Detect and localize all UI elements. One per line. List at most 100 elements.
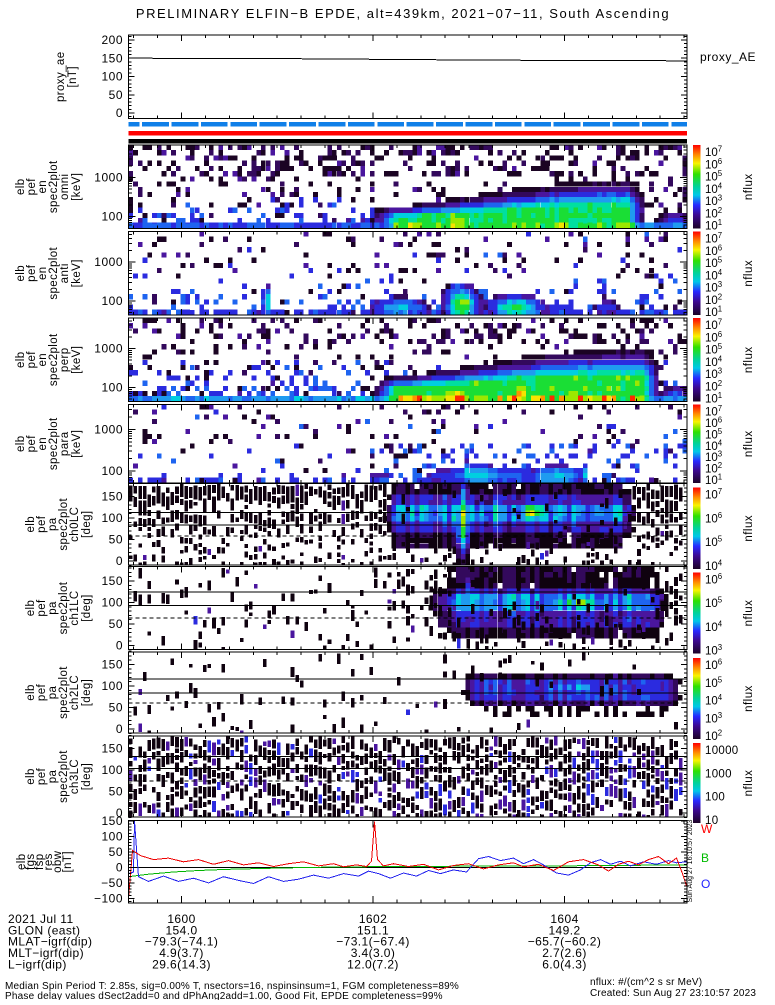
svg-text:spec2plot: spec2plot <box>48 333 60 386</box>
svg-text:elb: elb <box>15 265 27 282</box>
svg-text:50: 50 <box>109 845 123 859</box>
svg-text:ch0LC: ch0LC <box>69 507 81 542</box>
svg-text:100: 100 <box>101 294 123 308</box>
svg-text:perp: perp <box>59 347 71 372</box>
svg-text:[keV]: [keV] <box>71 259 83 287</box>
svg-text:spec2plot: spec2plot <box>58 497 70 550</box>
svg-text:151.1: 151.1 <box>357 924 389 938</box>
svg-text:[keV]: [keV] <box>71 430 83 458</box>
svg-text:nflux: nflux <box>743 430 755 457</box>
svg-text:pef: pef <box>36 599 48 617</box>
svg-text:en: en <box>37 180 49 194</box>
svg-text:MLT−igrf(dip): MLT−igrf(dip) <box>8 946 84 960</box>
svg-text:0: 0 <box>116 860 123 874</box>
svg-text:spec2plot: spec2plot <box>48 246 60 299</box>
svg-text:PRELIMINARY ELFIN−B EPDE, alt=: PRELIMINARY ELFIN−B EPDE, alt=439km, 202… <box>136 6 670 21</box>
svg-text:nflux: nflux <box>743 173 755 200</box>
svg-text:1000: 1000 <box>705 768 732 780</box>
svg-text:1000: 1000 <box>94 342 123 356</box>
svg-text:−65.7(−60.2): −65.7(−60.2) <box>528 935 602 949</box>
svg-text:nflux: nflux <box>743 685 755 712</box>
svg-text:res: res <box>43 853 55 870</box>
svg-text:0: 0 <box>116 639 123 653</box>
svg-text:en: en <box>37 353 49 367</box>
svg-text:−100: −100 <box>94 891 123 905</box>
svg-text:pef: pef <box>26 435 38 453</box>
svg-text:elb: elb <box>25 684 37 701</box>
svg-text:100: 100 <box>101 511 123 525</box>
svg-text:1000: 1000 <box>94 171 123 185</box>
svg-text:en: en <box>37 266 49 280</box>
svg-text:elb: elb <box>16 853 28 870</box>
svg-text:−73.1(−67.4): −73.1(−67.4) <box>336 935 410 949</box>
svg-text:nflux: nflux <box>743 515 755 542</box>
svg-text:100: 100 <box>101 829 123 843</box>
svg-text:pef: pef <box>36 768 48 786</box>
svg-text:1602: 1602 <box>359 912 387 926</box>
svg-text:spec2plot: spec2plot <box>48 417 60 470</box>
svg-text:50: 50 <box>109 617 123 631</box>
svg-text:0: 0 <box>116 806 123 820</box>
svg-text:anti: anti <box>59 263 71 283</box>
svg-text:pef: pef <box>36 515 48 533</box>
svg-text:pa: pa <box>47 517 59 531</box>
svg-text:fgs: fgs <box>25 853 37 870</box>
svg-text:200: 200 <box>101 33 123 47</box>
svg-text:nflux: nflux <box>743 770 755 797</box>
svg-text:[nT]: [nT] <box>62 851 74 872</box>
svg-text:W: W <box>701 822 713 836</box>
svg-text:omni: omni <box>59 173 71 200</box>
svg-text:−79.3(−74.1): −79.3(−74.1) <box>145 935 219 949</box>
svg-text:elb: elb <box>25 600 37 617</box>
svg-text:proxy_AE: proxy_AE <box>700 50 756 64</box>
svg-text:[nT]: [nT] <box>67 66 79 87</box>
svg-text:ch3LC: ch3LC <box>69 759 81 794</box>
svg-text:100: 100 <box>101 464 123 478</box>
svg-text:150: 150 <box>101 658 123 672</box>
svg-text:en: en <box>37 437 49 451</box>
svg-text:proxy_ae: proxy_ae <box>55 51 67 102</box>
svg-text:pef: pef <box>36 684 48 702</box>
svg-text:150: 150 <box>101 574 123 588</box>
svg-text:1600: 1600 <box>167 912 195 926</box>
svg-text:Sun Aug 27 16:10:57 2023: Sun Aug 27 16:10:57 2023 <box>687 819 694 902</box>
svg-text:Median Spin Period T: 2.85s, s: Median Spin Period T: 2.85s, sig=0.00% T… <box>5 981 459 992</box>
svg-text:pef: pef <box>26 351 38 369</box>
svg-text:pa: pa <box>47 601 59 615</box>
svg-text:nflux: #/(cm^2 s sr MeV): nflux: #/(cm^2 s sr MeV) <box>590 977 702 988</box>
svg-text:150: 150 <box>101 742 123 756</box>
svg-text:[keV]: [keV] <box>71 346 83 374</box>
svg-text:10: 10 <box>705 815 718 827</box>
svg-text:−50: −50 <box>101 876 123 890</box>
svg-text:nflux: nflux <box>743 600 755 627</box>
svg-text:fsp: fsp <box>34 853 46 870</box>
svg-text:100: 100 <box>101 596 123 610</box>
svg-text:4.9(3.7): 4.9(3.7) <box>159 946 204 960</box>
svg-text:ch2LC: ch2LC <box>69 675 81 710</box>
svg-text:pa: pa <box>47 770 59 784</box>
svg-text:1000: 1000 <box>94 423 123 437</box>
svg-text:spec2plot: spec2plot <box>58 581 70 634</box>
svg-text:2021 Jul 11: 2021 Jul 11 <box>8 912 74 926</box>
svg-text:3.4(3.0): 3.4(3.0) <box>351 946 396 960</box>
svg-text:50: 50 <box>109 88 123 102</box>
svg-text:10000: 10000 <box>705 745 738 757</box>
svg-text:0: 0 <box>116 106 123 120</box>
svg-text:150: 150 <box>101 51 123 65</box>
svg-text:spec2plot: spec2plot <box>58 666 70 719</box>
svg-text:spec2plot: spec2plot <box>58 750 70 803</box>
svg-text:149.2: 149.2 <box>548 924 580 938</box>
svg-text:para: para <box>59 431 71 456</box>
svg-text:nflux: nflux <box>743 346 755 373</box>
svg-text:nflux: nflux <box>743 260 755 287</box>
svg-text:GLON (east): GLON (east) <box>8 924 80 938</box>
svg-text:0: 0 <box>116 554 123 568</box>
svg-text:0: 0 <box>116 722 123 736</box>
svg-text:100: 100 <box>705 792 725 804</box>
svg-text:Created: Sun Aug 27 23:10:57 2: Created: Sun Aug 27 23:10:57 2023 <box>590 988 756 999</box>
svg-text:elb: elb <box>15 351 27 368</box>
svg-text:[deg]: [deg] <box>81 594 93 622</box>
svg-text:obw: obw <box>52 850 64 873</box>
svg-text:elb: elb <box>25 516 37 533</box>
svg-text:pef: pef <box>26 178 38 196</box>
